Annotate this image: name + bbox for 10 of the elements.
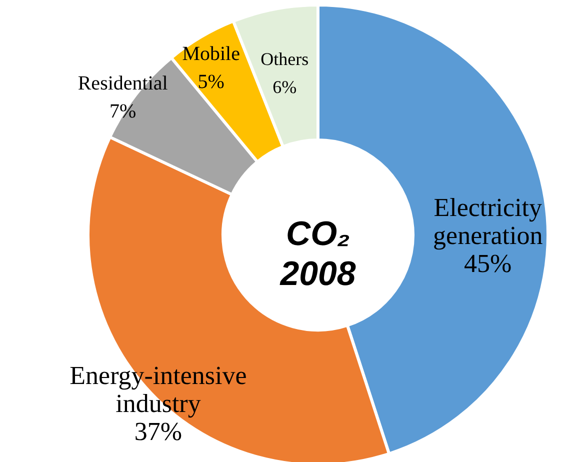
data-label: 45% [464, 249, 512, 278]
text: CO₂ 2008 [279, 215, 356, 293]
data-label: 37% [134, 416, 182, 446]
slice-label: Residential [78, 72, 168, 95]
slice-label: Others [260, 49, 309, 70]
slice-label: Mobile [182, 43, 240, 66]
slice-label: Electricity generation [433, 193, 543, 250]
data-label: 5% [198, 71, 224, 94]
data-label: 7% [109, 100, 136, 123]
data-label: 6% [272, 77, 297, 98]
